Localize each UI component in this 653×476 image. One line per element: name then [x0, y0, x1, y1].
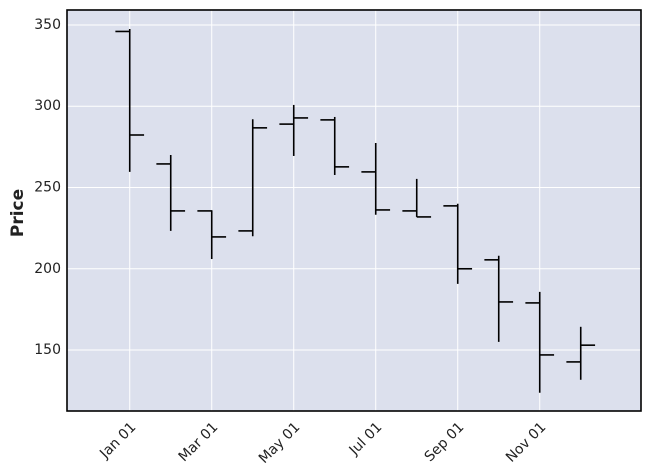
- y-tick-label: 250: [34, 179, 61, 195]
- y-tick-label: 350: [34, 17, 61, 33]
- plot-frame: [66, 9, 642, 412]
- x-tick-label: Mar 01: [176, 419, 222, 465]
- y-tick-label: 200: [34, 261, 61, 277]
- x-tick-label: Sep 01: [422, 419, 468, 465]
- x-tick-label: May 01: [256, 419, 304, 467]
- y-tick-label: 300: [34, 98, 61, 114]
- x-tick-label: Jul 01: [346, 419, 386, 459]
- y-tick-label: 150: [34, 342, 61, 358]
- x-tick-label: Jan 01: [96, 419, 139, 462]
- x-tick-label: Nov 01: [503, 419, 549, 465]
- y-axis-label: Price: [8, 189, 28, 237]
- plot-area: [67, 10, 641, 411]
